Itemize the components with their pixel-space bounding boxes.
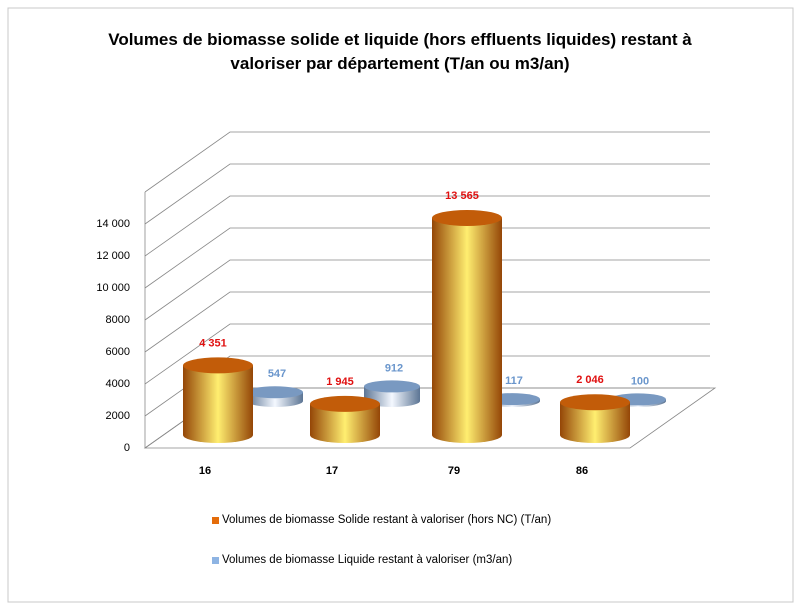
cylinder bbox=[310, 403, 380, 443]
value-label: 13 565 bbox=[445, 190, 479, 202]
value-label: 1 945 bbox=[326, 376, 354, 388]
grid-line bbox=[144, 355, 710, 417]
y-tick-label: 8000 bbox=[106, 314, 130, 326]
grid-line bbox=[144, 291, 710, 353]
y-tick-label: 0 bbox=[124, 442, 130, 454]
x-tick-label: 17 bbox=[326, 465, 338, 477]
grid-line bbox=[144, 195, 710, 257]
y-tick-label: 2000 bbox=[106, 410, 130, 422]
legend-entry: Volumes de biomasse Liquide restant à va… bbox=[212, 552, 592, 569]
grid-line bbox=[144, 259, 710, 321]
value-label: 912 bbox=[385, 362, 403, 374]
y-tick-label: 4000 bbox=[106, 378, 130, 390]
chart-border bbox=[7, 7, 794, 603]
grid-line bbox=[144, 323, 710, 385]
legend-label: Volumes de biomasse Liquide restant à va… bbox=[222, 554, 513, 566]
y-tick-label: 10 000 bbox=[96, 282, 130, 294]
x-tick-label: 86 bbox=[576, 465, 588, 477]
wall-top bbox=[144, 131, 710, 193]
y-tick-label: 14 000 bbox=[96, 218, 130, 230]
legend-swatch bbox=[212, 557, 219, 564]
cylinder-top bbox=[310, 395, 380, 412]
chart-title: Volumes de biomasse solide et liquide (h… bbox=[108, 30, 692, 73]
value-label: 117 bbox=[505, 375, 523, 387]
grid-line bbox=[144, 227, 710, 289]
x-tick-label: 79 bbox=[448, 465, 460, 477]
cylinder bbox=[560, 402, 630, 443]
value-label: 100 bbox=[631, 375, 649, 387]
x-tick-label: 16 bbox=[199, 465, 211, 477]
value-label: 547 bbox=[268, 368, 286, 380]
cylinder-top bbox=[364, 380, 420, 393]
cylinder-top bbox=[183, 357, 253, 374]
grid-line bbox=[144, 163, 710, 225]
value-label: 2 046 bbox=[576, 374, 604, 386]
cylinder-top bbox=[432, 209, 502, 226]
cylinder-top bbox=[560, 394, 630, 411]
legend-label: Volumes de biomasse Solide restant à val… bbox=[222, 514, 552, 526]
y-tick-label: 12 000 bbox=[96, 250, 130, 262]
cylinder-top bbox=[247, 386, 303, 399]
legend-entry: Volumes de biomasse Solide restant à val… bbox=[212, 512, 592, 529]
y-tick-label: 6000 bbox=[106, 346, 130, 358]
cylinder bbox=[183, 365, 253, 443]
cylinder bbox=[432, 217, 502, 443]
value-label: 4 351 bbox=[199, 337, 227, 349]
legend-swatch bbox=[212, 517, 219, 524]
